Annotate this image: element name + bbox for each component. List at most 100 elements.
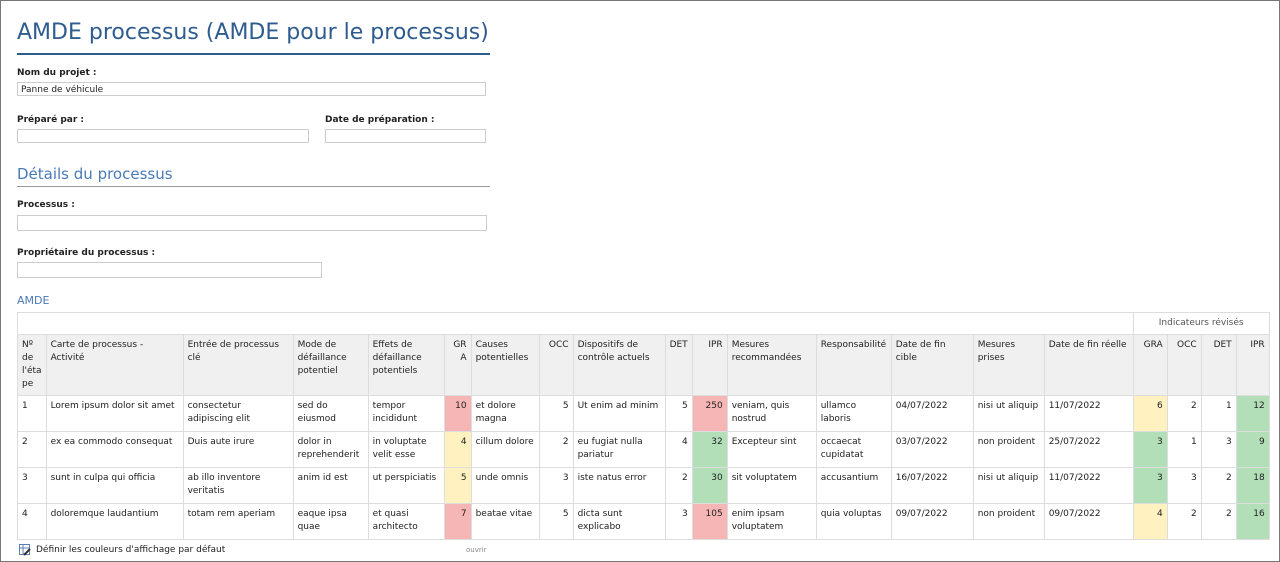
table-cell[interactable]: et quasi architecto — [367, 503, 445, 540]
table-cell[interactable]: 4 — [443, 431, 472, 468]
table-cell[interactable]: 3 — [538, 467, 574, 504]
table-row[interactable]: 4 doloremque laudantium totam rem aperiam e… — [17, 503, 1270, 540]
amde-table: Indicateurs révisés Nº de l'éta pe Carte … — [17, 312, 1270, 540]
table-cell[interactable]: totam rem aperiam — [182, 503, 294, 540]
table-cell[interactable]: nisi ut aliquip — [972, 395, 1045, 432]
table-cell[interactable]: 1 — [1166, 431, 1202, 468]
open-link[interactable]: ouvrir — [466, 546, 487, 554]
table-cell[interactable]: ullamco laboris — [815, 395, 892, 432]
table-cell[interactable]: 105 — [691, 503, 728, 540]
table-cell[interactable]: 2 — [17, 431, 47, 468]
table-cell[interactable]: 03/07/2022 — [890, 431, 974, 468]
prep-date-field[interactable] — [325, 129, 486, 143]
column-header: GRA — [1132, 334, 1168, 396]
table-cell[interactable]: 2 — [1200, 467, 1237, 504]
table-cell[interactable]: dolor in reprehenderit — [292, 431, 369, 468]
column-header: Carte de processus - Activité — [45, 334, 184, 396]
table-cell[interactable]: 2 — [664, 467, 693, 504]
table-cell[interactable]: enim ipsam voluptatem — [726, 503, 817, 540]
table-cell[interactable]: sunt in culpa qui officia — [45, 467, 184, 504]
amde-title: AMDE — [17, 294, 50, 307]
table-cell[interactable]: 2 — [1200, 503, 1237, 540]
table-cell[interactable]: 1 — [17, 395, 47, 432]
table-cell[interactable]: anim id est — [292, 467, 369, 504]
table-cell[interactable]: 11/07/2022 — [1043, 395, 1134, 432]
table-cell[interactable]: sit voluptatem — [726, 467, 817, 504]
table-cell[interactable]: sed do eiusmod — [292, 395, 369, 432]
table-cell[interactable]: quia voluptas — [815, 503, 892, 540]
table-cell[interactable]: 3 — [1132, 467, 1168, 504]
table-cell[interactable]: 16 — [1235, 503, 1270, 540]
table-cell[interactable]: Excepteur sint — [726, 431, 817, 468]
table-cell[interactable]: cillum dolore — [470, 431, 540, 468]
table-cell[interactable]: 30 — [691, 467, 728, 504]
table-cell[interactable]: eaque ipsa quae — [292, 503, 369, 540]
table-cell[interactable]: ex ea commodo consequat — [45, 431, 184, 468]
table-cell[interactable]: 9 — [1235, 431, 1270, 468]
table-cell[interactable]: iste natus error — [572, 467, 666, 504]
table-cell[interactable]: unde omnis — [470, 467, 540, 504]
table-cell[interactable]: 25/07/2022 — [1043, 431, 1134, 468]
table-cell[interactable]: 1 — [1200, 395, 1237, 432]
table-row[interactable]: 1 Lorem ipsum dolor sit amet consectetur a… — [17, 395, 1270, 432]
table-cell[interactable]: ut perspiciatis — [367, 467, 445, 504]
column-header: OCC — [538, 334, 574, 396]
revised-indicators-header: Indicateurs révisés — [1132, 312, 1270, 335]
column-header: Entrée de processus clé — [182, 334, 294, 396]
table-cell[interactable]: 04/07/2022 — [890, 395, 974, 432]
process-field[interactable] — [17, 215, 487, 231]
table-cell[interactable]: 2 — [1166, 395, 1202, 432]
table-cell[interactable]: Duis aute irure — [182, 431, 294, 468]
table-cell[interactable]: 3 — [1200, 431, 1237, 468]
default-colors-link[interactable]: Définir les couleurs d'affichage par déf… — [19, 544, 225, 556]
column-header: OCC — [1166, 334, 1202, 396]
table-cell[interactable]: 4 — [1132, 503, 1168, 540]
table-cell[interactable]: 2 — [1166, 503, 1202, 540]
table-cell[interactable]: 16/07/2022 — [890, 467, 974, 504]
table-cell[interactable]: beatae vitae — [470, 503, 540, 540]
table-cell[interactable]: non proident — [972, 503, 1045, 540]
table-cell[interactable]: 3 — [664, 503, 693, 540]
table-cell[interactable]: eu fugiat nulla pariatur — [572, 431, 666, 468]
table-cell[interactable]: Lorem ipsum dolor sit amet — [45, 395, 184, 432]
table-cell[interactable]: 6 — [1132, 395, 1168, 432]
table-cell[interactable]: accusantium — [815, 467, 892, 504]
table-cell[interactable]: tempor incididunt — [367, 395, 445, 432]
table-cell[interactable]: non proident — [972, 431, 1045, 468]
table-cell[interactable]: dicta sunt explicabo — [572, 503, 666, 540]
table-cell[interactable]: 5 — [538, 503, 574, 540]
column-header: Mode de défaillance potentiel — [292, 334, 369, 396]
table-cell[interactable]: doloremque laudantium — [45, 503, 184, 540]
owner-field[interactable] — [17, 262, 322, 278]
project-name-field[interactable]: Panne de véhicule — [17, 82, 486, 96]
table-cell[interactable]: ab illo inventore veritatis — [182, 467, 294, 504]
table-cell[interactable]: in voluptate velit esse — [367, 431, 445, 468]
table-cell[interactable]: 11/07/2022 — [1043, 467, 1134, 504]
table-cell[interactable]: 250 — [691, 395, 728, 432]
table-cell[interactable]: 5 — [664, 395, 693, 432]
table-cell[interactable]: et dolore magna — [470, 395, 540, 432]
prepared-by-field[interactable] — [17, 129, 309, 143]
table-row[interactable]: 2 ex ea commodo consequat Duis aute irure d… — [17, 431, 1270, 468]
table-cell[interactable]: occaecat cupidatat — [815, 431, 892, 468]
table-row[interactable]: 3 sunt in culpa qui officia ab illo invent… — [17, 467, 1270, 504]
table-cell[interactable]: 4 — [664, 431, 693, 468]
table-cell[interactable]: 7 — [443, 503, 472, 540]
table-cell[interactable]: 18 — [1235, 467, 1270, 504]
table-cell[interactable]: Ut enim ad minim — [572, 395, 666, 432]
table-cell[interactable]: 09/07/2022 — [1043, 503, 1134, 540]
table-cell[interactable]: 12 — [1235, 395, 1270, 432]
table-cell[interactable]: 3 — [1166, 467, 1202, 504]
table-cell[interactable]: 32 — [691, 431, 728, 468]
table-cell[interactable]: consectetur adipiscing elit — [182, 395, 294, 432]
table-cell[interactable]: nisi ut aliquip — [972, 467, 1045, 504]
table-cell[interactable]: 4 — [17, 503, 47, 540]
table-cell[interactable]: 2 — [538, 431, 574, 468]
table-cell[interactable]: 5 — [538, 395, 574, 432]
table-cell[interactable]: 3 — [1132, 431, 1168, 468]
table-cell[interactable]: 5 — [443, 467, 472, 504]
table-cell[interactable]: 10 — [443, 395, 472, 432]
table-cell[interactable]: 3 — [17, 467, 47, 504]
table-cell[interactable]: veniam, quis nostrud — [726, 395, 817, 432]
table-cell[interactable]: 09/07/2022 — [890, 503, 974, 540]
